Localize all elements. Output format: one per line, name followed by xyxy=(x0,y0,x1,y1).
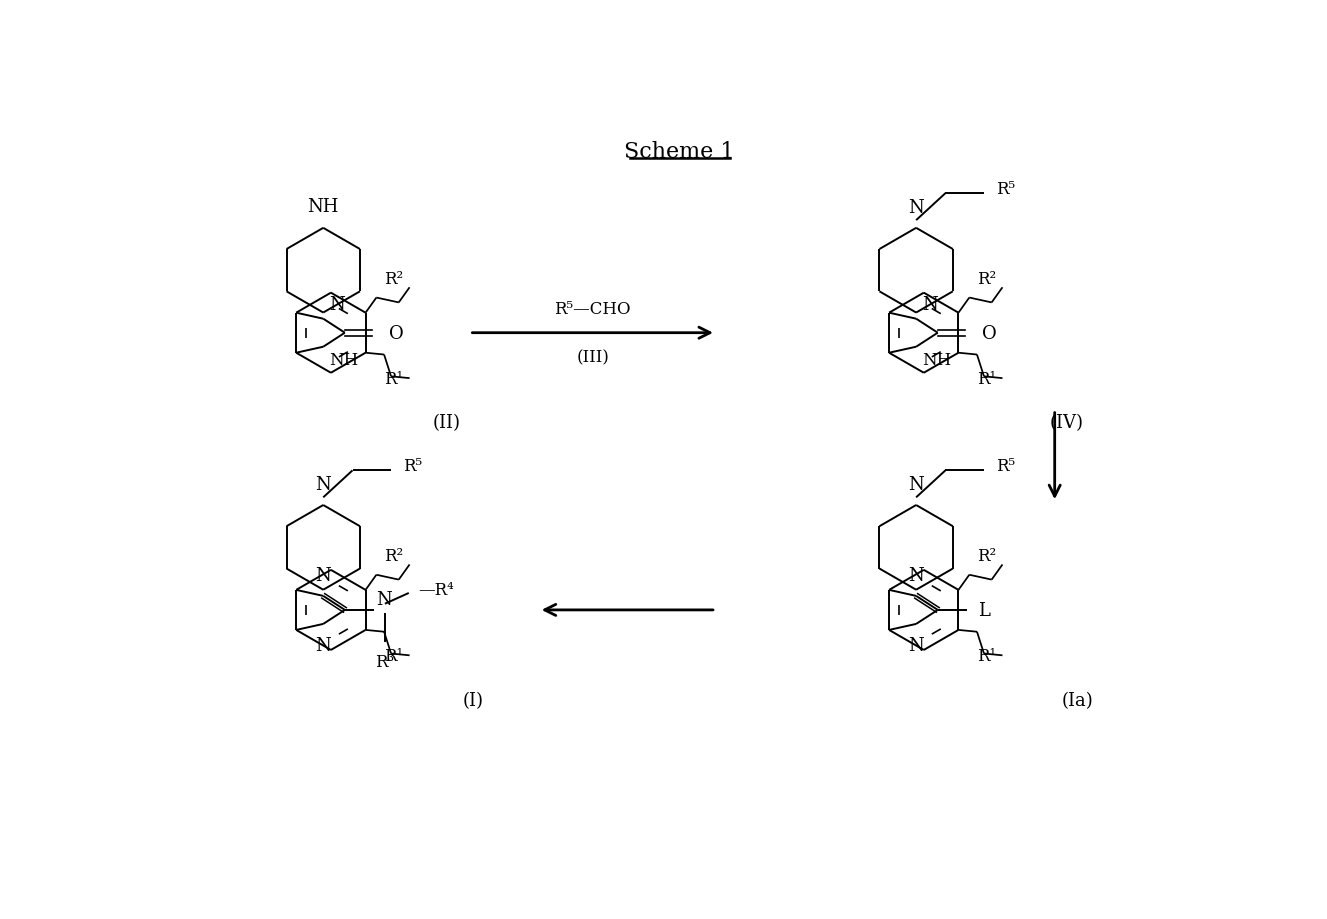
Text: R⁵: R⁵ xyxy=(997,458,1015,475)
Text: R⁵: R⁵ xyxy=(403,458,422,475)
Text: N: N xyxy=(922,295,938,313)
Text: (III): (III) xyxy=(576,348,609,366)
Text: R¹: R¹ xyxy=(385,370,403,387)
Text: R²: R² xyxy=(977,270,997,288)
Text: O: O xyxy=(389,324,403,342)
Text: N: N xyxy=(908,566,924,584)
Text: (IV): (IV) xyxy=(1050,414,1083,432)
Text: R³: R³ xyxy=(376,653,394,670)
Text: L: L xyxy=(978,601,990,619)
Text: N: N xyxy=(316,475,332,494)
Text: —R⁴: —R⁴ xyxy=(418,581,454,598)
Text: N: N xyxy=(908,637,924,654)
Text: (I): (I) xyxy=(463,691,484,709)
Text: R¹: R¹ xyxy=(385,647,403,664)
Text: R⁵—CHO: R⁵—CHO xyxy=(555,301,630,318)
Text: R⁵: R⁵ xyxy=(997,181,1015,198)
Text: (Ia): (Ia) xyxy=(1062,691,1093,709)
Text: NH: NH xyxy=(922,351,951,369)
Text: (II): (II) xyxy=(433,414,460,432)
Text: R²: R² xyxy=(385,547,403,564)
Text: NH: NH xyxy=(329,351,358,369)
Text: Scheme 1: Scheme 1 xyxy=(625,141,735,163)
Text: O: O xyxy=(982,324,997,342)
Text: R²: R² xyxy=(977,547,997,564)
Text: N: N xyxy=(908,475,924,494)
Text: R¹: R¹ xyxy=(977,370,997,387)
Text: NH: NH xyxy=(308,198,338,215)
Text: N: N xyxy=(376,591,391,608)
Text: N: N xyxy=(316,637,332,654)
Text: N: N xyxy=(329,295,345,313)
Text: N: N xyxy=(316,566,332,584)
Text: N: N xyxy=(908,199,924,216)
Text: R¹: R¹ xyxy=(977,647,997,664)
Text: R²: R² xyxy=(385,270,403,288)
